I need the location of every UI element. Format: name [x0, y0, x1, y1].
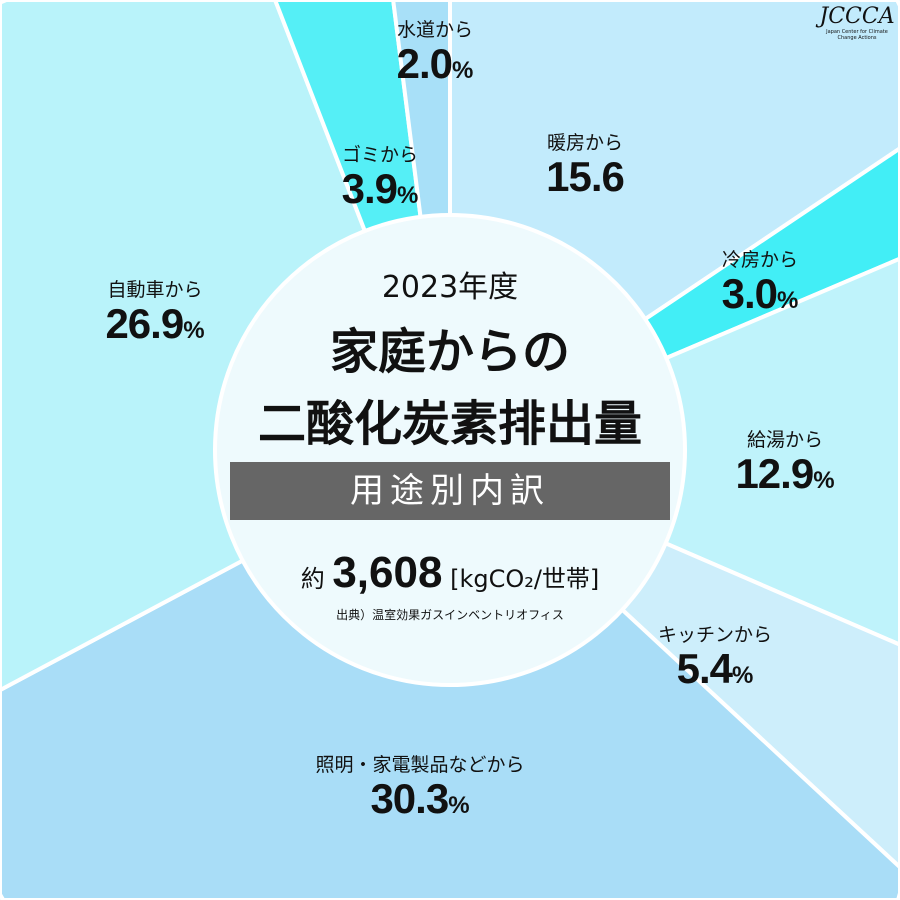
chart-year: 2023年度	[381, 270, 519, 305]
chart-title-line2: 二酸化炭素排出量	[257, 396, 642, 452]
total-unit: [kgCO₂/世帯]	[450, 565, 600, 593]
donut-hole	[213, 213, 687, 687]
breakdown-label: 用途別内訳	[230, 462, 670, 520]
slice-pct: %	[732, 662, 754, 689]
slice-pct: %	[813, 467, 835, 494]
slice-pct: %	[183, 317, 205, 344]
slice-value: 3.0	[721, 270, 778, 317]
slice-label: 照明・家電製品などから 30.3%	[315, 750, 524, 821]
total-prefix: 約	[300, 565, 325, 593]
slice-value: 2.0	[396, 40, 453, 87]
slice-label: 水道から 2.0%	[397, 15, 474, 86]
slice-value: 12.9	[735, 450, 814, 497]
logo-mark: JCCCA	[819, 4, 895, 29]
slice-pct: %	[397, 182, 419, 209]
logo-subtext: Japan Center for Climate Change Actions	[826, 29, 888, 41]
slice-label: 給湯から 12.9%	[735, 425, 834, 496]
slice-category: 照明・家電製品などから	[315, 754, 525, 776]
slice-label: 冷房から 3.0%	[722, 245, 799, 316]
slice-value: 26.9	[105, 300, 184, 347]
chart-title-line1: 家庭からの	[329, 324, 570, 380]
slice-label: ゴミから 3.9%	[342, 140, 419, 211]
slice-label: キッチンから 5.4%	[658, 620, 772, 691]
slice-value: 30.3	[370, 775, 449, 822]
slice-label: 自動車から 26.9%	[105, 275, 204, 346]
slice-pct: %	[448, 792, 470, 819]
slice-category: 給湯から	[746, 429, 823, 451]
slice-value: 3.9	[341, 165, 398, 212]
slice-5	[0, 0, 453, 693]
slice-value: 5.4	[676, 645, 733, 692]
slice-pct: %	[777, 287, 799, 314]
slice-category: キッチンから	[657, 624, 773, 646]
jccca-logo: JCCCA Japan Center for Climate Change Ac…	[818, 4, 896, 41]
total-value: 3,608	[332, 548, 443, 597]
slice-pct: %	[452, 57, 474, 84]
slice-category: ゴミから	[341, 144, 419, 166]
slice-category: 冷房から	[721, 249, 799, 271]
source-note: 出典）温室効果ガスインベントリオフィス	[336, 608, 564, 622]
slice-label: 暖房から 15.6	[546, 128, 625, 200]
slice-category: 自動車から	[107, 279, 203, 301]
slice-value: 15.6	[546, 153, 625, 200]
total-emission: 約 3,608 [kgCO₂/世帯]	[0, 548, 900, 598]
slice-category: 水道から	[396, 19, 474, 41]
slice-category: 暖房から	[546, 132, 623, 154]
